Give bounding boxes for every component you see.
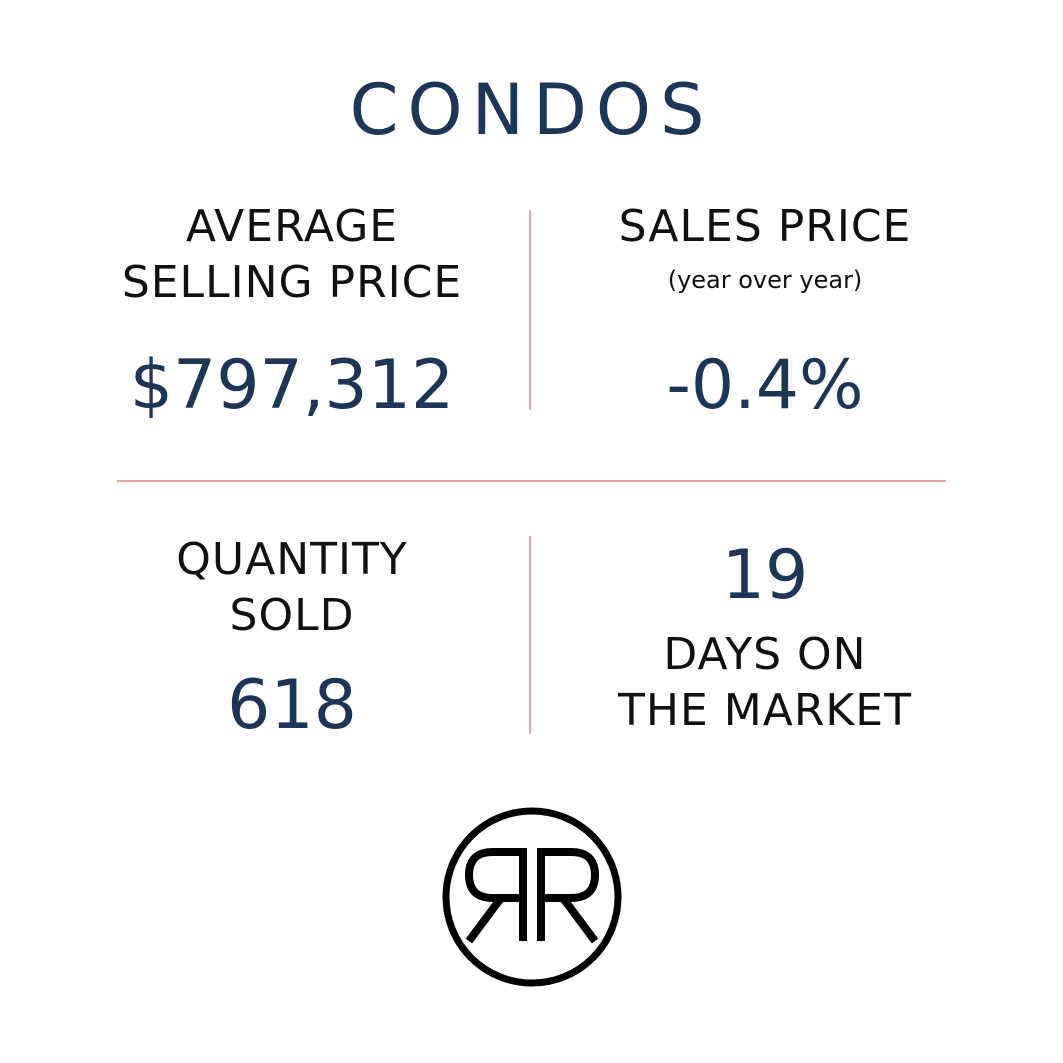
sales-price-label: SALES PRICE [618,201,912,252]
quantity-value: 618 [227,666,357,745]
avg-price-label-line1: AVERAGE [185,201,399,252]
quantity-label-line1: QUANTITY [176,534,408,585]
days-value: 19 [721,536,809,615]
avg-price-label-line2: SELLING PRICE [121,257,463,308]
vertical-divider-top [529,210,531,410]
horizontal-divider [117,480,946,482]
sales-price-value: -0.4% [666,346,864,425]
days-label-line2: THE MARKET [618,685,912,736]
quantity-label-line2: SOLD [229,590,355,641]
days-label-line1: DAYS ON [663,629,867,680]
avg-price-value: $797,312 [129,346,455,425]
double-r-monogram-icon [441,806,623,988]
vertical-divider-bottom [529,536,531,734]
page-title: CONDOS [349,69,714,151]
sales-price-sublabel: (year over year) [667,266,863,294]
